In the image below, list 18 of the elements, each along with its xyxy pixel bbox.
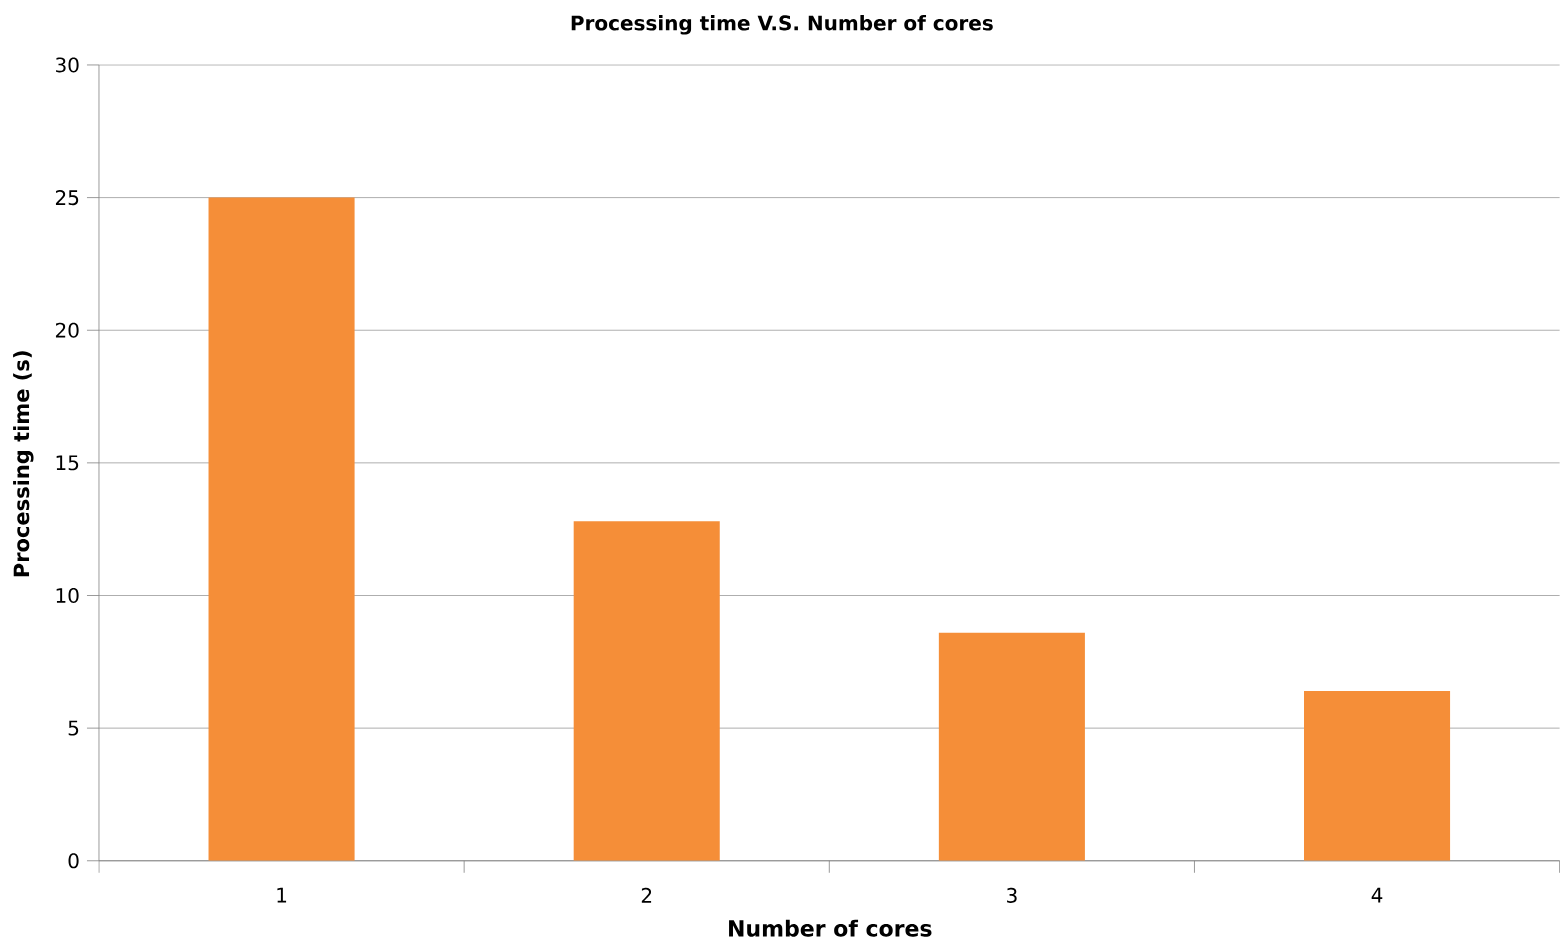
y-tick-label: 5: [68, 720, 79, 736]
y-tick-label: 25: [55, 190, 79, 206]
y-tick-label: 0: [68, 853, 79, 869]
x-tick-label: 3: [1007, 887, 1017, 904]
x-axis-title: Number of cores: [729, 919, 932, 937]
y-tick-label: 15: [56, 455, 79, 471]
bar: [208, 197, 355, 861]
bar: [938, 632, 1085, 861]
bar: [573, 521, 720, 861]
y-tick-label: 10: [56, 588, 79, 604]
y-tick-label: 20: [55, 322, 79, 338]
x-tick-label: 2: [641, 887, 652, 903]
chart-title: Processing time V.S. Number of cores: [571, 15, 993, 35]
y-axis-title: Processing time (s): [13, 351, 34, 577]
y-tick-label: 30: [56, 57, 79, 73]
x-tick-label: 1: [277, 887, 287, 903]
bar: [1304, 691, 1451, 861]
x-tick-label: 4: [1371, 887, 1383, 903]
